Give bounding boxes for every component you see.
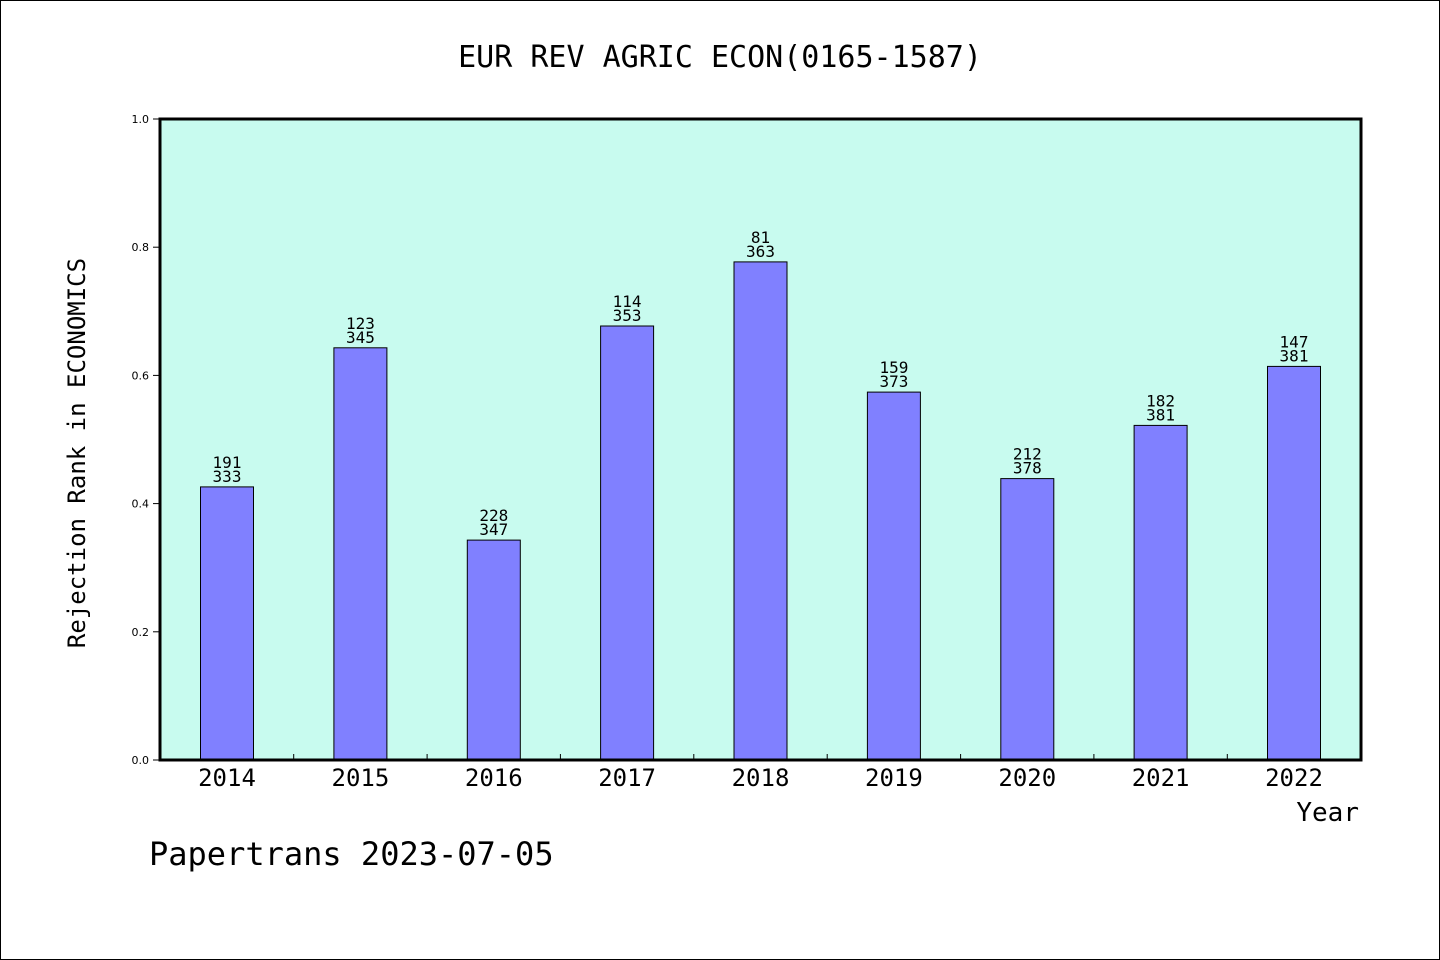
x-tick-label: 2021 bbox=[1132, 764, 1190, 792]
bar-label-top: 212 bbox=[1013, 445, 1042, 464]
y-tick-label: 0.4 bbox=[132, 498, 150, 511]
bar bbox=[333, 347, 388, 761]
bar bbox=[1000, 478, 1055, 761]
bar-label-top: 114 bbox=[613, 292, 642, 311]
y-axis-label: Rejection Rank in ECONOMICS bbox=[63, 258, 91, 648]
x-tick-label: 2018 bbox=[732, 764, 790, 792]
chart-title: EUR REV AGRIC ECON(0165-1587) bbox=[458, 40, 982, 75]
y-tick-label: 1.0 bbox=[132, 113, 150, 126]
bar-label-bottom: 345 bbox=[346, 328, 375, 347]
x-tick-label: 2019 bbox=[865, 764, 923, 792]
x-axis: 2014 2015 2016 2017 2018 2019 2020 2021 2022 bbox=[198, 754, 1323, 792]
x-tick-label: 2015 bbox=[332, 764, 390, 792]
x-tick-label: 2014 bbox=[198, 764, 256, 792]
bar-label-top: 182 bbox=[1146, 391, 1175, 410]
bar bbox=[733, 261, 788, 761]
y-tick-label: 0.2 bbox=[132, 626, 150, 639]
bar-label-top: 81 bbox=[751, 228, 770, 247]
y-axis: 0.0 0.2 0.4 0.6 0.8 1.0 bbox=[132, 113, 160, 767]
bar-label-bottom: 363 bbox=[746, 242, 775, 261]
bar-label-top: 159 bbox=[879, 358, 908, 377]
bar-label-top: 147 bbox=[1280, 332, 1309, 351]
bar-label-bottom: 373 bbox=[879, 372, 908, 391]
plot-border bbox=[158, 117, 1363, 762]
bars-layer bbox=[200, 261, 1321, 761]
y-tick-label: 0.8 bbox=[132, 241, 150, 254]
x-axis-label: Year bbox=[1296, 798, 1359, 828]
bar-label-bottom: 333 bbox=[213, 467, 242, 486]
bar-label-bottom: 353 bbox=[613, 306, 642, 325]
bar-label-bottom: 381 bbox=[1280, 346, 1309, 365]
bar-label-bottom: 381 bbox=[1146, 405, 1175, 424]
bar bbox=[1267, 365, 1321, 761]
footer-credit: Papertrans 2023-07-05 bbox=[149, 835, 554, 873]
bar-label-top: 228 bbox=[479, 506, 508, 525]
bar-label-top: 191 bbox=[213, 453, 242, 472]
bar-label-bottom: 378 bbox=[1013, 459, 1042, 478]
x-tick-label: 2017 bbox=[598, 764, 656, 792]
bar bbox=[1133, 424, 1188, 761]
y-tick-label: 0.6 bbox=[132, 369, 150, 382]
x-tick-label: 2020 bbox=[998, 764, 1056, 792]
x-tick-label: 2022 bbox=[1265, 764, 1323, 792]
x-tick-label: 2016 bbox=[465, 764, 523, 792]
bar bbox=[200, 486, 254, 761]
y-tick-label: 0.0 bbox=[132, 754, 150, 767]
bar bbox=[466, 539, 521, 761]
bar-label-top: 123 bbox=[346, 314, 375, 333]
bar bbox=[866, 391, 921, 761]
bar bbox=[600, 325, 655, 761]
bar-label-bottom: 347 bbox=[479, 520, 508, 539]
